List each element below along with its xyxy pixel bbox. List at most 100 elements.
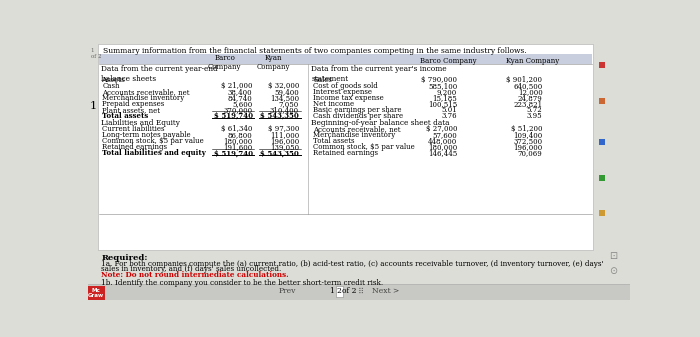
Text: 134,500: 134,500 <box>270 94 299 102</box>
Text: Merchandise inventory: Merchandise inventory <box>102 94 185 102</box>
Text: Liabilities and Equity: Liabilities and Equity <box>101 119 179 127</box>
Text: Summary information from the financial statements of two companies competing in : Summary information from the financial s… <box>103 48 526 55</box>
Text: Retained earnings: Retained earnings <box>313 150 378 157</box>
Text: $ 61,340: $ 61,340 <box>221 125 253 133</box>
Text: 57,600: 57,600 <box>433 131 457 140</box>
Text: 86,800: 86,800 <box>228 131 253 140</box>
Text: 38,400: 38,400 <box>228 88 253 96</box>
Text: 84,740: 84,740 <box>228 94 253 102</box>
Text: 180,000: 180,000 <box>428 144 457 151</box>
Text: $ 21,000: $ 21,000 <box>221 82 253 90</box>
Bar <box>88 286 104 300</box>
Text: 109,400: 109,400 <box>513 131 542 140</box>
Text: 640,500: 640,500 <box>513 82 542 90</box>
Text: 372,500: 372,500 <box>513 137 542 146</box>
Text: 100,515: 100,515 <box>428 100 457 108</box>
Text: Cost of goods sold: Cost of goods sold <box>313 82 378 90</box>
Text: Assets: Assets <box>101 76 125 84</box>
Text: 9,200: 9,200 <box>437 88 457 96</box>
Text: Cash dividends per share: Cash dividends per share <box>313 112 403 120</box>
Text: Retained earnings: Retained earnings <box>102 144 167 151</box>
Text: Total assets: Total assets <box>102 112 148 120</box>
Text: Barco Company: Barco Company <box>419 57 476 65</box>
Text: 111,000: 111,000 <box>270 131 299 140</box>
Text: 196,000: 196,000 <box>513 144 542 151</box>
Text: Income tax expense: Income tax expense <box>313 94 384 102</box>
Text: Data from the current year's income
statement: Data from the current year's income stat… <box>312 65 447 83</box>
Text: 310,400: 310,400 <box>270 106 299 114</box>
Text: 5.72: 5.72 <box>526 106 542 114</box>
Text: 1
of 2: 1 of 2 <box>90 48 101 59</box>
Bar <box>599 98 605 104</box>
Text: Barco
Company: Barco Company <box>208 54 241 71</box>
Text: Cash: Cash <box>102 82 120 90</box>
Text: 5,600: 5,600 <box>232 100 253 108</box>
Text: 5.01: 5.01 <box>442 106 457 114</box>
Text: 1a. For both companies compute the (a) current ratio, (b) acid-test ratio, (c) a: 1a. For both companies compute the (a) c… <box>102 260 604 268</box>
Text: 12,000: 12,000 <box>518 88 542 96</box>
Text: Mc
Graw: Mc Graw <box>88 288 104 298</box>
Text: 139,050: 139,050 <box>270 144 299 151</box>
Text: Common stock, $5 par value: Common stock, $5 par value <box>102 137 204 146</box>
Text: ⊡: ⊡ <box>609 251 617 261</box>
Text: $ 32,000: $ 32,000 <box>267 82 299 90</box>
Bar <box>599 175 605 181</box>
Text: 2: 2 <box>337 287 342 296</box>
Text: $ 790,000: $ 790,000 <box>421 76 457 84</box>
Text: Note: Do not round intermediate calculations.: Note: Do not round intermediate calculat… <box>102 271 289 279</box>
Text: 180,000: 180,000 <box>223 137 253 146</box>
Text: 15,185: 15,185 <box>433 94 457 102</box>
Text: Accounts receivable, net: Accounts receivable, net <box>313 125 400 133</box>
Text: $ 97,300: $ 97,300 <box>267 125 299 133</box>
Text: 223,821: 223,821 <box>513 100 542 108</box>
Text: 1: 1 <box>90 101 97 111</box>
Text: Kyan Company: Kyan Company <box>507 57 560 65</box>
Text: $ 519,740: $ 519,740 <box>214 150 253 157</box>
Text: Prepaid expenses: Prepaid expenses <box>102 100 164 108</box>
Text: Long-term notes payable: Long-term notes payable <box>102 131 191 140</box>
Text: sales in inventory, and (f) days' sales uncollected.: sales in inventory, and (f) days' sales … <box>102 265 281 273</box>
Text: Accounts receivable, net: Accounts receivable, net <box>102 88 190 96</box>
Text: Merchandise inventory: Merchandise inventory <box>313 131 396 140</box>
Text: ⊙: ⊙ <box>609 267 617 276</box>
Text: Prev: Prev <box>279 287 296 296</box>
Text: Interest expense: Interest expense <box>313 88 372 96</box>
Text: 196,000: 196,000 <box>270 137 299 146</box>
Text: 24,879: 24,879 <box>518 94 542 102</box>
Bar <box>99 54 592 64</box>
Text: Kyan
Company: Kyan Company <box>257 54 290 71</box>
Bar <box>88 284 630 300</box>
Text: Sales: Sales <box>313 76 332 84</box>
Text: Data from the current year-end
balance sheets: Data from the current year-end balance s… <box>101 65 218 83</box>
Text: 146,445: 146,445 <box>428 150 457 157</box>
Text: Plant assets, net: Plant assets, net <box>102 106 160 114</box>
Text: Required:: Required: <box>102 254 148 262</box>
Text: 191,600: 191,600 <box>223 144 253 151</box>
Text: 59,400: 59,400 <box>274 88 299 96</box>
Text: $ 543,350: $ 543,350 <box>260 150 299 157</box>
Text: Basic earnings per share: Basic earnings per share <box>313 106 402 114</box>
Text: Total liabilities and equity: Total liabilities and equity <box>102 150 206 157</box>
Text: 1: 1 <box>329 287 334 296</box>
Text: 448,000: 448,000 <box>428 137 457 146</box>
Text: Next >: Next > <box>372 287 400 296</box>
Text: 585,100: 585,100 <box>428 82 457 90</box>
Bar <box>599 210 605 216</box>
Text: 70,069: 70,069 <box>518 150 542 157</box>
Text: 3.95: 3.95 <box>527 112 542 120</box>
Text: $ 519,740: $ 519,740 <box>214 112 253 120</box>
Text: $ 27,000: $ 27,000 <box>426 125 457 133</box>
Bar <box>98 43 593 250</box>
Text: ⠿: ⠿ <box>358 287 364 296</box>
Text: of 2: of 2 <box>342 287 357 296</box>
Text: Beginning-of-year balance sheet data: Beginning-of-year balance sheet data <box>312 119 450 127</box>
Bar <box>599 62 605 68</box>
Text: 1b. Identify the company you consider to be the better short-term credit risk.: 1b. Identify the company you consider to… <box>102 279 384 287</box>
Text: Total assets: Total assets <box>313 137 354 146</box>
Text: Current liabilities: Current liabilities <box>102 125 164 133</box>
Text: 3.76: 3.76 <box>442 112 457 120</box>
Text: $ 51,200: $ 51,200 <box>511 125 542 133</box>
Text: Common stock, $5 par value: Common stock, $5 par value <box>313 144 415 151</box>
Text: Net income: Net income <box>313 100 354 108</box>
Text: $ 543,350: $ 543,350 <box>260 112 299 120</box>
